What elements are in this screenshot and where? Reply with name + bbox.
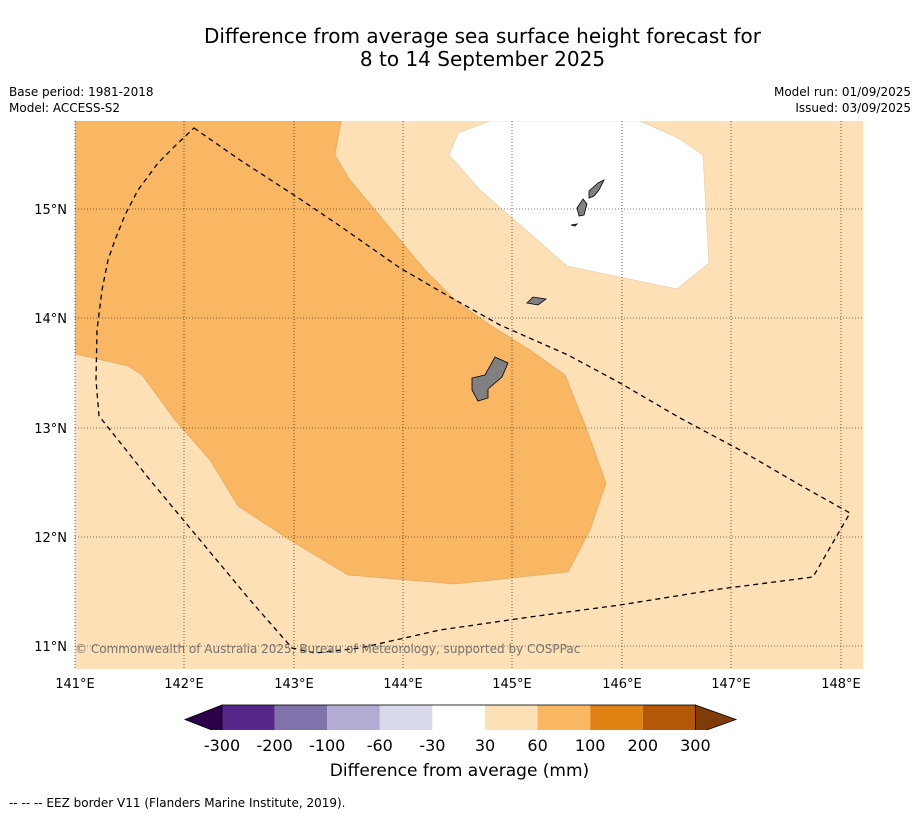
- island-saipan: [588, 179, 605, 199]
- sea-level-map: © Commonwealth of Australia 2025, Bureau…: [34, 121, 863, 730]
- issued-date: Issued: 03/09/2025: [795, 101, 911, 115]
- island-aguijan: [570, 223, 579, 227]
- longitude-label: 146°E: [602, 677, 642, 692]
- model-run: Model run: 01/09/2025: [773, 85, 911, 99]
- colorbar-arrow-high: [695, 704, 738, 730]
- colorbar-tick-label: 30: [474, 736, 496, 755]
- longitude-label: 148°E: [821, 677, 861, 692]
- colorbar-tick-label: 60: [527, 736, 548, 755]
- colorbar-segment: [379, 705, 433, 730]
- latitude-label: 13°N: [34, 422, 67, 437]
- longitude-label: 144°E: [383, 677, 423, 692]
- colorbar-tick-label: 300: [680, 736, 711, 755]
- longitude-label: 145°E: [492, 677, 532, 692]
- chart-title-line-1: Difference from average sea surface heig…: [203, 24, 762, 48]
- colorbar-segment: [537, 705, 591, 730]
- latitude-label: 12°N: [34, 531, 67, 546]
- colorbar-tick-label: -300: [203, 736, 241, 755]
- model-name: Model: ACCESS-S2: [9, 101, 121, 115]
- longitude-label: 147°E: [711, 677, 751, 692]
- latitude-label: 14°N: [34, 312, 67, 327]
- latitude-label: 11°N: [34, 640, 67, 655]
- colorbar-segment: [590, 705, 643, 730]
- colorbar-tick-label: -30: [419, 736, 446, 755]
- island-tinian: [576, 198, 588, 217]
- longitude-label: 143°E: [274, 677, 314, 692]
- colorbar-arrow-low: [183, 704, 223, 730]
- colorbar-segment: [642, 705, 696, 730]
- colorbar-title: Difference from average (mm): [329, 761, 590, 781]
- base-period: Base period: 1981-2018: [9, 85, 154, 99]
- colorbar-outline: [221, 704, 696, 730]
- eez-footnote: -- -- -- EEZ border V11 (Flanders Marine…: [9, 796, 346, 810]
- anomaly-region-60-100: [75, 121, 607, 585]
- colorbar-segment: [485, 705, 538, 730]
- colorbar-segment: [432, 705, 485, 730]
- latitude-label: 15°N: [34, 203, 67, 218]
- latitude-labels: 15°N 14°N 13°N 12°N 11°N: [34, 203, 67, 655]
- island-rota: [526, 296, 548, 306]
- longitude-label: 141°E: [55, 677, 95, 692]
- copyright-notice: © Commonwealth of Australia 2025, Bureau…: [75, 642, 580, 656]
- colorbar-segment: [274, 705, 328, 730]
- colorbar-segment: [327, 705, 380, 730]
- island-guam: [471, 356, 509, 402]
- longitude-labels: 141°E 142°E 143°E 144°E 145°E 146°E 147°E 148°E: [55, 677, 861, 692]
- colorbar: [183, 704, 738, 730]
- colorbar-tick-label: 200: [627, 736, 659, 755]
- colorbar-tick-label: -60: [366, 736, 393, 755]
- colorbar-tick-label: 100: [574, 736, 606, 755]
- colorbar-tick-label: -100: [309, 736, 346, 755]
- colorbar-segment: [222, 705, 275, 730]
- chart-title-line-2: 8 to 14 September 2025: [359, 47, 606, 71]
- eez-border: [95, 127, 851, 654]
- colorbar-tick-label: -200: [256, 736, 293, 755]
- graticule: [74, 121, 863, 669]
- longitude-label: 142°E: [164, 677, 204, 692]
